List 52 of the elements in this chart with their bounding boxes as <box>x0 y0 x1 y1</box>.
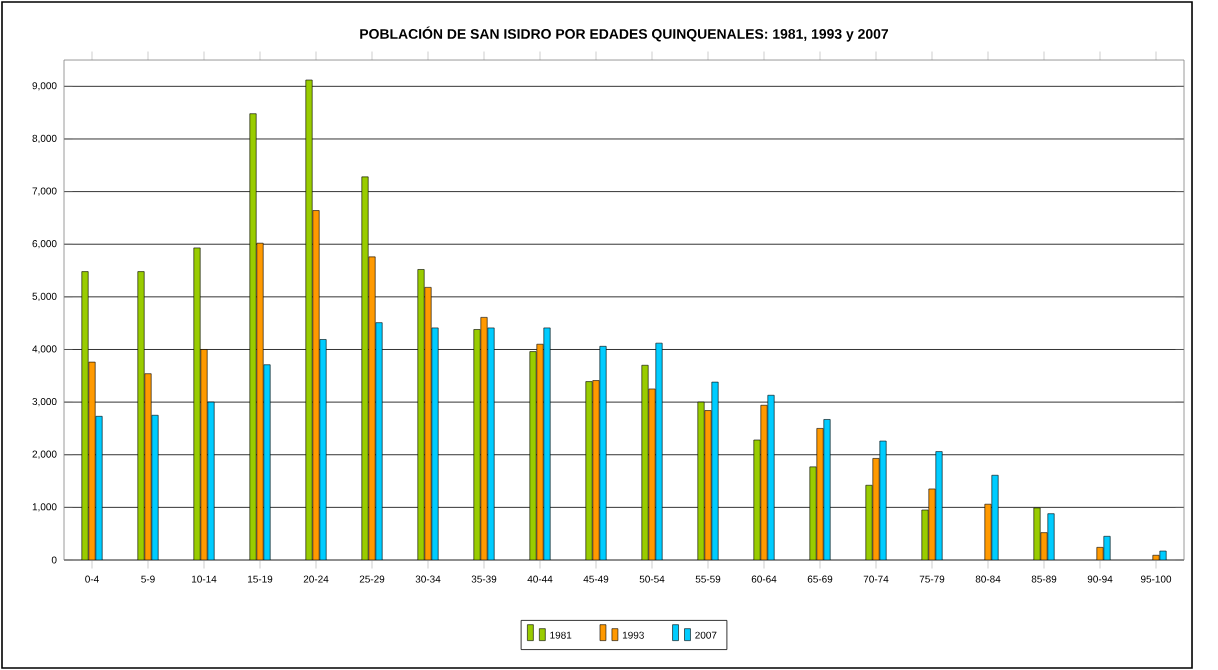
bar <box>81 271 89 560</box>
bar <box>137 271 145 560</box>
bar <box>305 79 313 560</box>
bar <box>991 474 999 560</box>
bar <box>823 419 831 560</box>
bar <box>599 346 607 560</box>
bar <box>704 410 712 560</box>
bar <box>144 373 152 560</box>
bar <box>921 509 929 560</box>
bar <box>263 364 271 560</box>
bar <box>711 381 719 560</box>
bar <box>361 176 369 560</box>
bar <box>417 269 425 560</box>
bar <box>543 327 551 560</box>
bar <box>641 364 649 560</box>
bar <box>879 440 887 560</box>
bar <box>193 247 201 560</box>
bar <box>529 351 537 560</box>
bar <box>767 394 775 560</box>
bar <box>431 327 439 560</box>
bar <box>256 242 264 560</box>
bar <box>809 466 817 560</box>
bar <box>480 317 488 560</box>
bar <box>928 488 936 560</box>
bar <box>424 287 432 560</box>
bar <box>935 451 943 560</box>
bar <box>249 113 257 560</box>
bar <box>760 404 768 560</box>
bar <box>655 342 663 560</box>
bar <box>536 343 544 560</box>
bar <box>753 439 761 560</box>
bar <box>816 428 824 560</box>
bar <box>872 458 880 560</box>
bar <box>88 361 96 560</box>
bar <box>473 329 481 560</box>
bar <box>1033 507 1041 560</box>
bar <box>487 327 495 560</box>
bar <box>200 349 208 560</box>
bar <box>95 416 103 560</box>
bar <box>319 339 327 560</box>
bar <box>312 210 320 560</box>
bar <box>207 401 215 560</box>
bar <box>1047 513 1055 560</box>
bar <box>375 322 383 560</box>
bar <box>865 484 873 560</box>
bar <box>697 401 705 560</box>
bar <box>592 380 600 560</box>
bar <box>585 381 593 560</box>
bar <box>984 503 992 560</box>
bar <box>648 388 656 560</box>
bar <box>368 256 376 560</box>
bar <box>151 414 159 560</box>
